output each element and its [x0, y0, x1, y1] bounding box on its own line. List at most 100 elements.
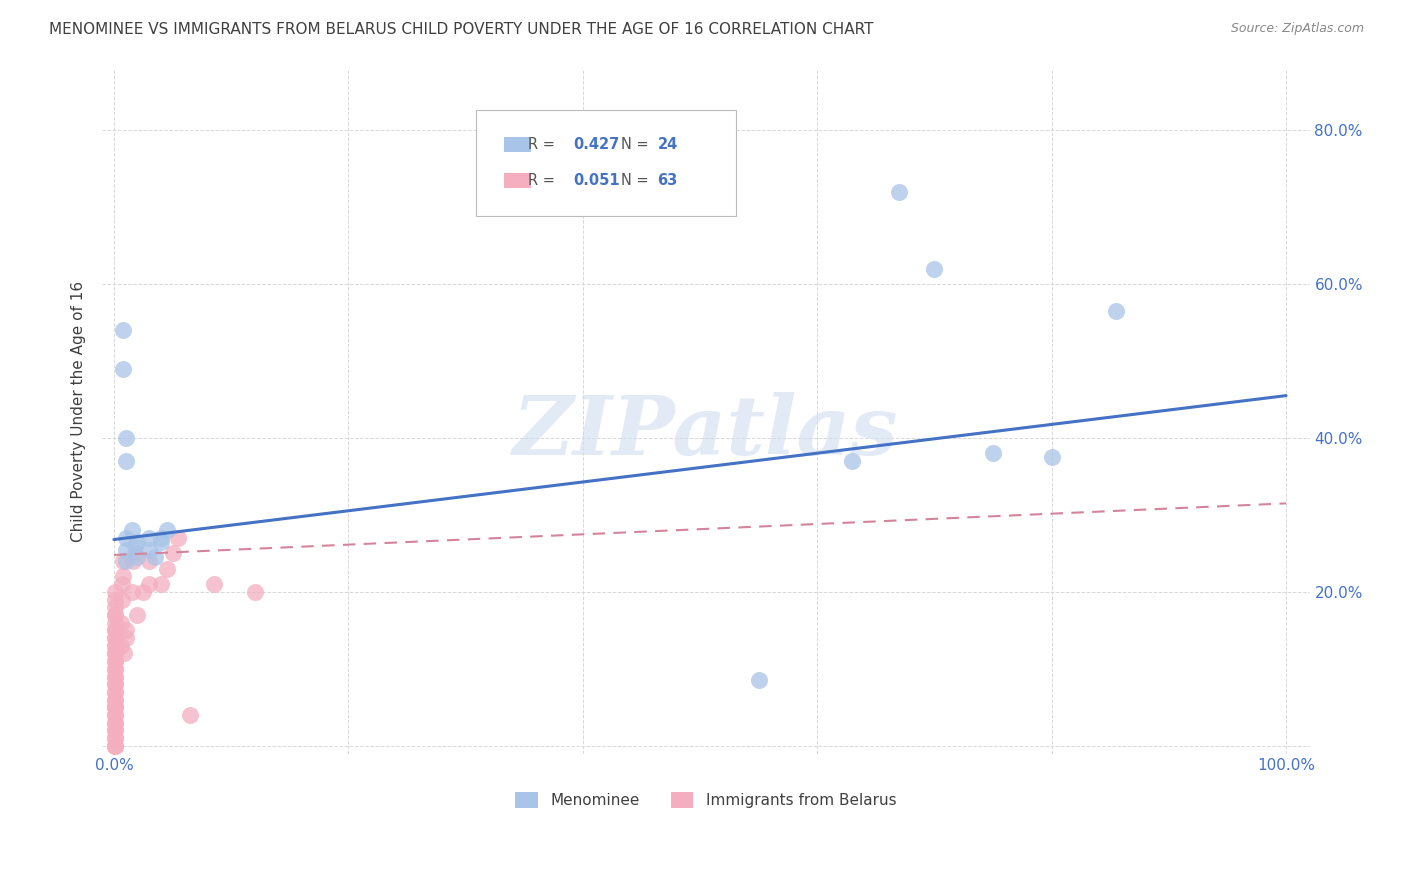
- Point: [104, 723, 127, 738]
- Point: [124, 539, 146, 553]
- Point: [112, 323, 135, 337]
- Point: [127, 607, 149, 622]
- Point: [104, 685, 127, 699]
- Point: [149, 577, 172, 591]
- Point: [121, 554, 143, 568]
- Point: [104, 600, 127, 615]
- Point: [104, 624, 127, 638]
- Point: [162, 546, 184, 560]
- Point: [104, 654, 127, 668]
- Point: [104, 639, 127, 653]
- Point: [924, 261, 946, 276]
- Point: [138, 577, 160, 591]
- Point: [104, 639, 127, 653]
- Point: [104, 607, 127, 622]
- Y-axis label: Child Poverty Under the Age of 16: Child Poverty Under the Age of 16: [72, 280, 86, 541]
- Point: [104, 631, 127, 645]
- Point: [104, 592, 127, 607]
- Text: ZIPatlas: ZIPatlas: [513, 392, 898, 472]
- Point: [104, 677, 127, 691]
- Text: N =: N =: [621, 137, 654, 153]
- Text: 63: 63: [658, 173, 678, 188]
- Point: [1105, 304, 1128, 318]
- Legend: Menominee, Immigrants from Belarus: Menominee, Immigrants from Belarus: [509, 786, 903, 814]
- Text: R =: R =: [529, 173, 560, 188]
- Point: [114, 631, 136, 645]
- Point: [104, 647, 127, 661]
- FancyBboxPatch shape: [477, 110, 737, 216]
- Point: [114, 542, 136, 557]
- Text: MENOMINEE VS IMMIGRANTS FROM BELARUS CHILD POVERTY UNDER THE AGE OF 16 CORRELATI: MENOMINEE VS IMMIGRANTS FROM BELARUS CHI…: [49, 22, 873, 37]
- Point: [104, 731, 127, 745]
- Point: [114, 454, 136, 468]
- Point: [841, 454, 863, 468]
- Point: [104, 715, 127, 730]
- Point: [104, 692, 127, 706]
- Point: [111, 592, 134, 607]
- Point: [104, 624, 127, 638]
- Point: [138, 542, 160, 557]
- Point: [104, 700, 127, 714]
- Point: [114, 624, 136, 638]
- Point: [104, 615, 127, 630]
- Point: [114, 431, 136, 445]
- Point: [104, 677, 127, 691]
- Point: [112, 554, 135, 568]
- Text: 0.427: 0.427: [574, 137, 619, 153]
- Point: [112, 569, 135, 583]
- Point: [104, 669, 127, 683]
- Point: [202, 577, 225, 591]
- Point: [104, 692, 127, 706]
- Point: [112, 361, 135, 376]
- Point: [104, 739, 127, 753]
- Point: [1040, 450, 1063, 465]
- Point: [104, 647, 127, 661]
- Point: [121, 585, 143, 599]
- Point: [110, 639, 132, 653]
- Point: [104, 700, 127, 714]
- Point: [132, 585, 155, 599]
- Point: [104, 669, 127, 683]
- Text: R =: R =: [529, 137, 560, 153]
- Point: [104, 723, 127, 738]
- Point: [149, 531, 172, 545]
- Point: [138, 554, 160, 568]
- Text: 24: 24: [658, 137, 678, 153]
- Text: N =: N =: [621, 173, 654, 188]
- Point: [104, 631, 127, 645]
- Text: Source: ZipAtlas.com: Source: ZipAtlas.com: [1230, 22, 1364, 36]
- Point: [981, 446, 1004, 460]
- Point: [104, 715, 127, 730]
- Point: [243, 585, 266, 599]
- Point: [114, 554, 136, 568]
- Point: [138, 531, 160, 545]
- Point: [127, 534, 149, 549]
- Point: [104, 654, 127, 668]
- Point: [104, 585, 127, 599]
- Point: [104, 662, 127, 676]
- Point: [104, 708, 127, 723]
- Text: 0.051: 0.051: [574, 173, 620, 188]
- Point: [167, 531, 190, 545]
- Point: [124, 546, 146, 560]
- Point: [179, 708, 201, 723]
- FancyBboxPatch shape: [505, 137, 531, 153]
- Point: [104, 708, 127, 723]
- Point: [114, 531, 136, 545]
- Point: [121, 524, 143, 538]
- Point: [156, 524, 179, 538]
- Point: [104, 731, 127, 745]
- Point: [110, 615, 132, 630]
- Point: [149, 534, 172, 549]
- Point: [104, 685, 127, 699]
- Point: [104, 662, 127, 676]
- Point: [104, 700, 127, 714]
- Point: [104, 739, 127, 753]
- Point: [127, 550, 149, 565]
- Point: [111, 577, 134, 591]
- Point: [748, 673, 770, 688]
- Point: [104, 607, 127, 622]
- Point: [104, 739, 127, 753]
- FancyBboxPatch shape: [505, 173, 531, 188]
- Point: [889, 185, 911, 199]
